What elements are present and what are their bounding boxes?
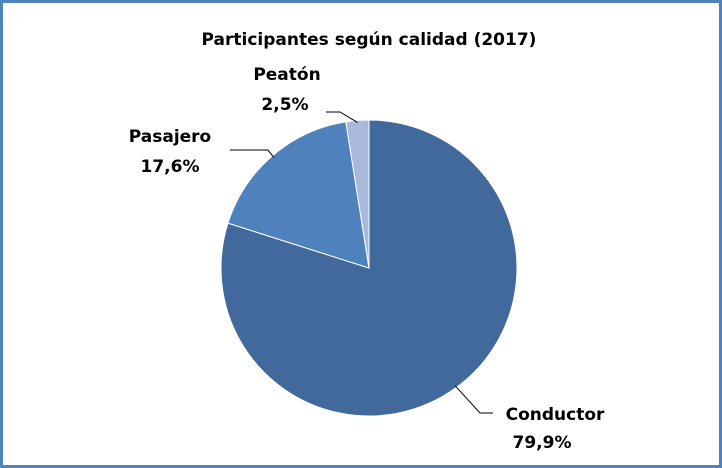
leader-line [326, 111, 358, 123]
slice-value-label: 17,6% [141, 157, 200, 177]
slice-value-label: 79,9% [513, 433, 572, 453]
slice-label: Pasajero [129, 127, 212, 147]
slice-label: Conductor [506, 405, 605, 425]
chart-title: Participantes según calidad (2017) [202, 30, 537, 50]
slice-value-label: 2,5% [261, 95, 308, 115]
pie-slice [345, 119, 370, 269]
slice-label: Peatón [253, 65, 320, 85]
leader-line [230, 149, 275, 158]
leader-line [454, 385, 493, 414]
